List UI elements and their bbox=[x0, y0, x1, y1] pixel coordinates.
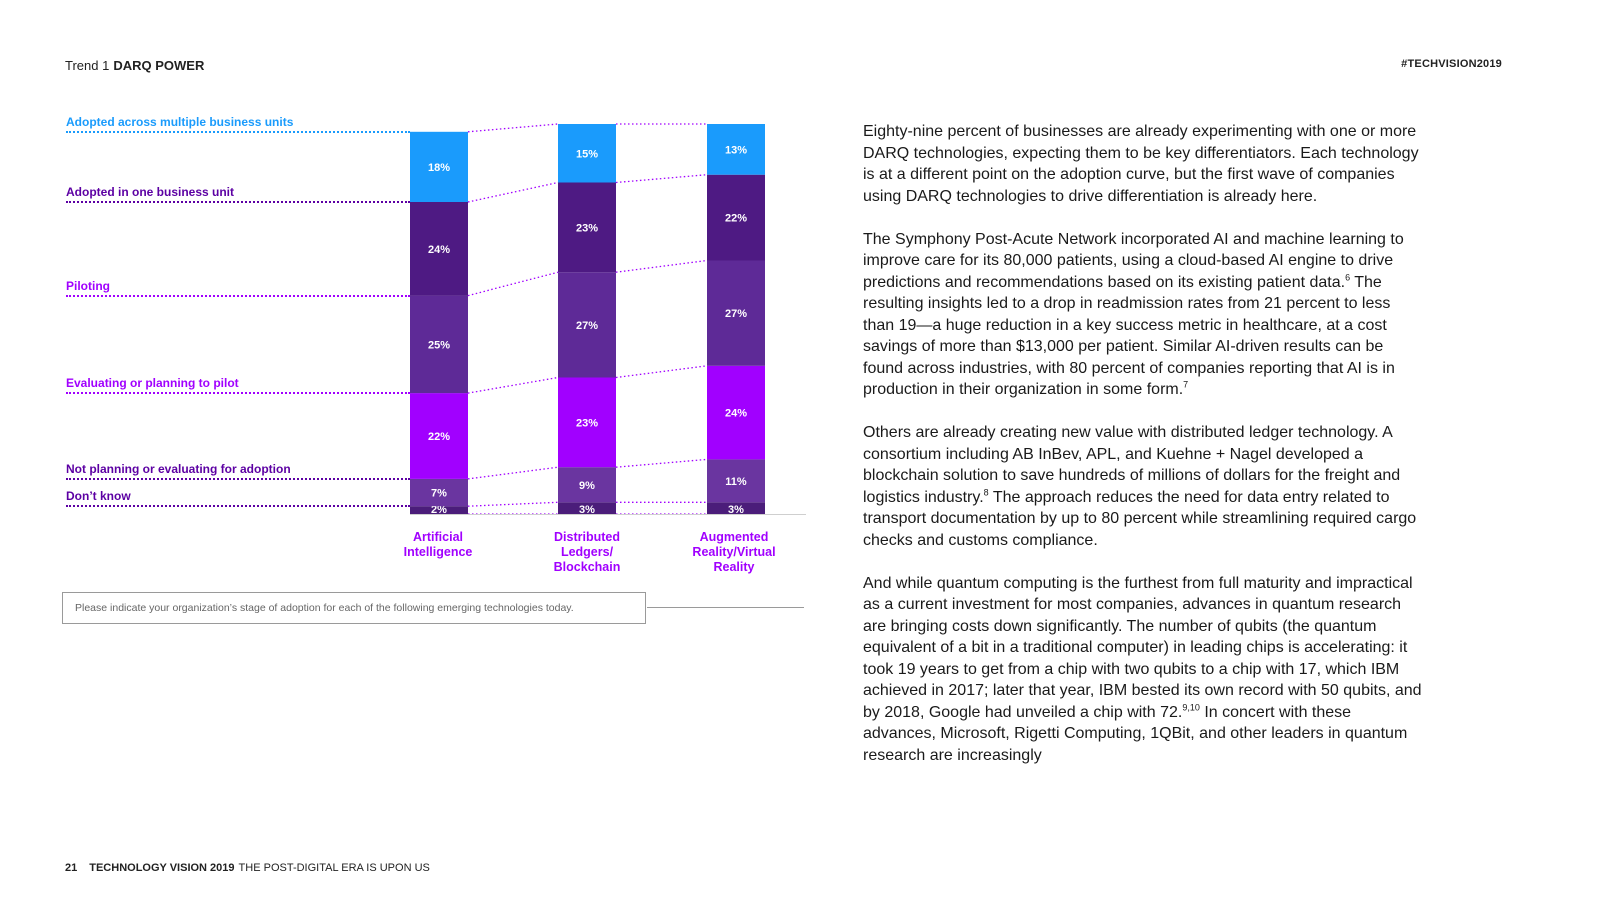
connector-line bbox=[467, 376, 559, 394]
connector-line bbox=[615, 174, 708, 184]
legend-label: Piloting bbox=[66, 278, 110, 293]
bar-value-label: 3% bbox=[728, 504, 744, 516]
paragraph: And while quantum computing is the furth… bbox=[863, 573, 1423, 767]
category-label-line: Intelligence bbox=[403, 545, 473, 559]
connector-line bbox=[467, 501, 559, 507]
bar-segment bbox=[558, 272, 616, 378]
connector-line bbox=[467, 181, 559, 203]
connector-line bbox=[615, 259, 708, 273]
footnote-ref: 8 bbox=[983, 487, 989, 498]
survey-question: Please indicate your organization’s stag… bbox=[62, 592, 646, 624]
bar-value-label: 13% bbox=[725, 144, 747, 156]
bar-value-label: 2% bbox=[431, 504, 447, 516]
page-footer: 21 TECHNOLOGY VISION 2019 THE POST-DIGITAL… bbox=[65, 862, 430, 874]
bar-value-label: 27% bbox=[725, 308, 747, 320]
category-label-line: Blockchain bbox=[553, 560, 621, 574]
hashtag: #TECHVISION2019 bbox=[1401, 58, 1502, 70]
bar-segment bbox=[707, 260, 765, 366]
bar-segment bbox=[410, 295, 468, 394]
connector-line bbox=[615, 365, 708, 379]
footnote-ref: 9,10 bbox=[1182, 702, 1200, 713]
bar-value-label: 11% bbox=[725, 476, 747, 488]
bar-segment bbox=[558, 377, 616, 468]
paragraph-text: And while quantum computing is the furth… bbox=[863, 574, 1422, 721]
footer-brand: TECHNOLOGY VISION 2019 bbox=[89, 862, 235, 874]
chart-baseline bbox=[410, 514, 806, 515]
bar-segment bbox=[558, 124, 616, 183]
bar-segment bbox=[707, 365, 765, 460]
bar-value-label: 23% bbox=[576, 222, 598, 234]
bar-value-label: 7% bbox=[431, 488, 447, 500]
bar-segment bbox=[707, 502, 765, 514]
stacked-bar-chart: 2% 7% 22% 25% 24% 18% 3% 9% 23% 27% 23% 15% 3% 11% 24%… bbox=[410, 123, 765, 516]
legend-guide-line bbox=[66, 294, 410, 297]
category-label-ar-vr: Augmented Reality/Virtual Reality bbox=[674, 530, 794, 575]
footnote-ref: 6 bbox=[1345, 272, 1351, 283]
trend-prefix: Trend 1 bbox=[65, 58, 110, 73]
connector-line bbox=[467, 466, 559, 480]
bar-value-label: 18% bbox=[428, 162, 450, 174]
bar-segment bbox=[707, 459, 765, 503]
legend-guide-line bbox=[66, 130, 410, 133]
legend-label: Don’t know bbox=[66, 489, 131, 504]
bar-value-label: 3% bbox=[579, 504, 595, 516]
trend-name: DARQ POWER bbox=[113, 58, 205, 73]
bar-segment bbox=[410, 393, 468, 479]
paragraph-text: Eighty-nine percent of businesses are al… bbox=[863, 123, 1419, 205]
category-label-line: Artificial bbox=[412, 530, 463, 544]
legend-guide-line bbox=[66, 505, 410, 508]
question-connector-line bbox=[647, 607, 804, 608]
category-label-line: Reality bbox=[713, 560, 755, 574]
bar-value-label: 24% bbox=[725, 408, 747, 420]
bar-segment bbox=[410, 506, 468, 514]
bar-segment bbox=[707, 124, 765, 175]
footnote-ref: 7 bbox=[1183, 379, 1189, 390]
bar-value-label: 24% bbox=[428, 244, 450, 256]
category-label-ai: Artificial Intelligence bbox=[378, 530, 498, 560]
paragraph: The Symphony Post-Acute Network incorpor… bbox=[863, 229, 1423, 401]
paragraph-text: In concert with these advances, Microsof… bbox=[863, 703, 1408, 764]
bar-value-label: 9% bbox=[579, 480, 595, 492]
bar-segment bbox=[410, 131, 468, 202]
section-header: Trend 1 DARQ POWER bbox=[65, 58, 204, 73]
legend-label: Adopted across multiple business units bbox=[66, 114, 294, 129]
category-label-line: Augmented bbox=[699, 530, 769, 544]
bar-segment bbox=[410, 478, 468, 507]
legend-guide-line bbox=[66, 201, 410, 203]
connector-line bbox=[467, 123, 559, 133]
legend-guide-line bbox=[66, 392, 410, 395]
footer-tagline: THE POST-DIGITAL ERA IS UPON US bbox=[238, 862, 430, 874]
bar-segment bbox=[707, 174, 765, 261]
paragraph-text: Others are already creating new value wi… bbox=[863, 424, 1401, 506]
legend-label: Evaluating or planning to pilot bbox=[66, 376, 239, 391]
bar-segment bbox=[558, 502, 616, 514]
paragraph: Others are already creating new value wi… bbox=[863, 422, 1423, 551]
bar-value-label: 25% bbox=[428, 339, 450, 351]
paragraph: Eighty-nine percent of businesses are al… bbox=[863, 121, 1423, 207]
category-label-line: Distributed bbox=[554, 530, 620, 544]
paragraph-text: The approach reduces the need for data e… bbox=[863, 488, 1417, 549]
bar-value-label: 22% bbox=[428, 431, 450, 443]
bar-segment bbox=[410, 202, 468, 296]
bar-value-label: 22% bbox=[725, 213, 747, 225]
bar-value-label: 23% bbox=[576, 417, 598, 429]
legend-label: Not planning or evaluating for adoption bbox=[66, 461, 291, 476]
body-text: Eighty-nine percent of businesses are al… bbox=[863, 121, 1423, 788]
category-label-line: Reality/Virtual bbox=[692, 545, 776, 559]
bar-value-label: 15% bbox=[576, 148, 598, 160]
bar-segment bbox=[558, 182, 616, 273]
legend-guide-line bbox=[66, 477, 410, 480]
connector-line bbox=[615, 458, 708, 468]
survey-question-text: Please indicate your organization’s stag… bbox=[75, 602, 574, 614]
paragraph-text: The resulting insights led to a drop in … bbox=[863, 273, 1395, 399]
bar-segment bbox=[558, 467, 616, 503]
page-number: 21 bbox=[65, 862, 78, 874]
legend-label: Adopted in one business unit bbox=[66, 185, 234, 199]
connector-line bbox=[467, 271, 559, 297]
paragraph-text: The Symphony Post-Acute Network incorpor… bbox=[863, 230, 1404, 291]
category-label-line: Ledgers/ bbox=[560, 545, 614, 559]
bar-value-label: 27% bbox=[576, 320, 598, 332]
category-label-blockchain: Distributed Ledgers/ Blockchain bbox=[527, 530, 647, 575]
